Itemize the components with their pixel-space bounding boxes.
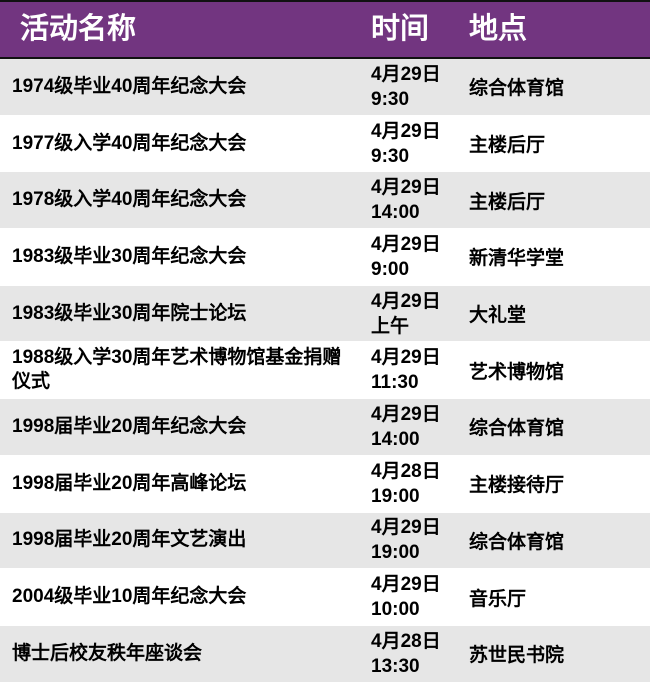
table-row: 1983级毕业30周年纪念大会 4月29日 9:00 新清华学堂 — [0, 229, 650, 286]
event-time: 4月28日 13:30 — [371, 626, 461, 682]
event-time: 4月29日上午 — [371, 286, 461, 342]
event-date-text: 4月28日 — [371, 630, 441, 652]
event-time: 4月29日 19:00 — [371, 513, 461, 569]
event-date-text: 4月28日 — [371, 460, 441, 482]
event-place-text: 综合体育馆 — [469, 418, 565, 440]
event-time: 4月29日 9:30 — [371, 59, 461, 115]
event-place: 主楼后厅 — [469, 116, 649, 172]
event-name-text: 1988级入学30周年艺术博物馆基金捐赠仪式 — [12, 347, 342, 393]
table-row: 2004级毕业10周年纪念大会 4月29日 10:00 音乐厅 — [0, 569, 650, 626]
event-name-text: 2004级毕业10周年纪念大会 — [12, 586, 247, 608]
event-date-text: 4月29日 — [371, 290, 441, 312]
header-place: 地点 — [469, 13, 528, 45]
event-place: 音乐厅 — [469, 569, 649, 625]
event-name-text: 1998届毕业20周年纪念大会 — [12, 415, 247, 437]
event-date-text: 4月29日 — [371, 403, 441, 425]
event-name: 1983级毕业30周年院士论坛 — [12, 286, 352, 342]
event-date-text: 4月29日 — [371, 120, 441, 142]
event-name: 1988级入学30周年艺术博物馆基金捐赠仪式 — [12, 342, 352, 398]
event-date-text: 4月29日 — [371, 347, 441, 369]
event-name-text: 博士后校友秩年座谈会 — [12, 642, 203, 664]
event-name-text: 1998届毕业20周年高峰论坛 — [12, 472, 247, 494]
header-name: 活动名称 — [20, 13, 137, 45]
event-name: 1977级入学40周年纪念大会 — [12, 116, 352, 172]
event-time-text: 上午 — [371, 315, 410, 337]
event-time-text: 19:00 — [371, 485, 420, 507]
table-row: 1998届毕业20周年高峰论坛 4月28日 19:00 主楼接待厅 — [0, 455, 650, 513]
event-time: 4月29日 9:00 — [371, 229, 461, 285]
table-row: 1998届毕业20周年纪念大会 4月29日 14:00 综合体育馆 — [0, 399, 650, 456]
event-time-text: 11:30 — [371, 372, 419, 394]
event-place-text: 主楼后厅 — [469, 135, 546, 157]
event-time: 4月29日 14:00 — [371, 172, 461, 228]
event-name-text: 1983级毕业30周年院士论坛 — [12, 302, 247, 324]
table-row: 1983级毕业30周年院士论坛 4月29日 上午 大礼堂 — [0, 285, 650, 343]
event-time-text: 9:30 — [371, 88, 410, 110]
event-name: 博士后校友秩年座谈会 — [12, 626, 352, 682]
event-time: 4月29日 11:30 — [371, 342, 461, 398]
event-place-text: 综合体育馆 — [469, 531, 565, 553]
event-place-text: 苏世民书院 — [469, 645, 565, 667]
event-date-text: 4月29日 — [371, 517, 441, 539]
event-name-text: 1978级入学40周年纪念大会 — [12, 189, 247, 211]
event-place-text: 艺术博物馆 — [469, 361, 565, 383]
table-header: 活动名称 时间 地点 — [0, 0, 650, 59]
event-place-text: 音乐厅 — [469, 588, 527, 610]
table-row: 1974级毕业40周年纪念大会 4月29日 9:30 综合体育馆 — [0, 59, 650, 116]
event-time: 4月29日 14:00 — [371, 399, 461, 455]
event-time-text: 13:30 — [371, 655, 420, 677]
event-name: 1978级入学40周年纪念大会 — [12, 172, 352, 228]
event-place-text: 大礼堂 — [469, 305, 527, 327]
event-place-text: 新清华学堂 — [469, 248, 565, 270]
event-date-text: 4月29日 — [371, 574, 441, 596]
event-place: 主楼后厅 — [469, 172, 649, 228]
event-time: 4月28日 19:00 — [371, 456, 461, 512]
event-name-text: 1998届毕业20周年文艺演出 — [12, 529, 247, 551]
event-place: 苏世民书院 — [469, 626, 649, 682]
event-place-text: 综合体育馆 — [469, 78, 565, 100]
event-place-text: 主楼接待厅 — [469, 475, 565, 497]
table-row: 博士后校友秩年座谈会 4月28日 13:30 苏世民书院 — [0, 625, 650, 683]
event-time-text: 9:30 — [371, 145, 410, 167]
event-time-text: 14:00 — [371, 202, 420, 224]
event-name-text: 1974级毕业40周年纪念大会 — [12, 75, 247, 97]
event-place: 综合体育馆 — [469, 399, 649, 455]
event-name: 1998届毕业20周年纪念大会 — [12, 399, 352, 455]
event-date-text: 4月29日 — [371, 233, 441, 255]
event-date-text: 4月29日 — [371, 177, 441, 199]
event-name: 1998届毕业20周年高峰论坛 — [12, 456, 352, 512]
table-row: 1978级入学40周年纪念大会 4月29日 14:00 主楼后厅 — [0, 172, 650, 230]
event-place: 综合体育馆 — [469, 59, 649, 115]
event-place: 主楼接待厅 — [469, 456, 649, 512]
table-row: 1998届毕业20周年文艺演出 4月29日 19:00 综合体育馆 — [0, 512, 650, 570]
header-time: 时间 — [371, 13, 430, 45]
event-name: 1974级毕业40周年纪念大会 — [12, 59, 352, 115]
event-time-text: 9:00 — [371, 258, 410, 280]
event-name: 1998届毕业20周年文艺演出 — [12, 513, 352, 569]
event-time-text: 14:00 — [371, 428, 420, 450]
event-place-text: 主楼后厅 — [469, 191, 546, 213]
event-time-text: 19:00 — [371, 542, 420, 564]
event-date-text: 4月29日 — [371, 63, 441, 85]
table-body: 1974级毕业40周年纪念大会 4月29日 9:30 综合体育馆 1977级入学40周年… — [0, 59, 650, 683]
event-place: 新清华学堂 — [469, 229, 649, 285]
event-time: 4月29日 10:00 — [371, 569, 461, 625]
event-name-text: 1983级毕业30周年纪念大会 — [12, 245, 247, 267]
event-place: 综合体育馆 — [469, 513, 649, 569]
event-time-text: 10:00 — [371, 599, 420, 621]
event-name: 1983级毕业30周年纪念大会 — [12, 229, 352, 285]
event-place: 大礼堂 — [469, 286, 649, 342]
event-name-text: 1977级入学40周年纪念大会 — [12, 132, 247, 154]
event-place: 艺术博物馆 — [469, 342, 649, 398]
event-time: 4月29日 9:30 — [371, 116, 461, 172]
table-row: 1977级入学40周年纪念大会 4月29日 9:30 主楼后厅 — [0, 115, 650, 173]
event-name: 2004级毕业10周年纪念大会 — [12, 569, 352, 625]
table-row: 1988级入学30周年艺术博物馆基金捐赠仪式 4月29日 11:30 艺术博物馆 — [0, 342, 650, 400]
